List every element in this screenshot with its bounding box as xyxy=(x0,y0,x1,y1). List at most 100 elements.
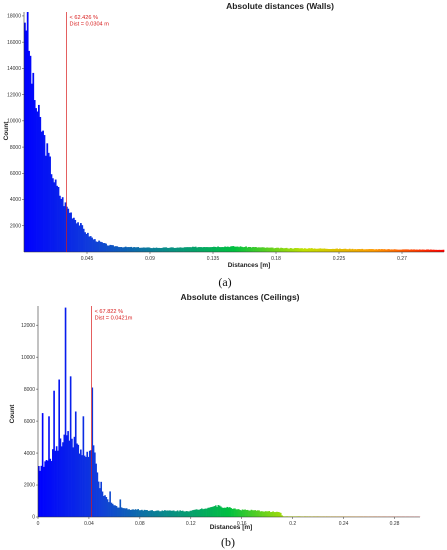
histogram-bar xyxy=(203,508,206,517)
histogram-bar xyxy=(101,491,104,517)
histogram-bar xyxy=(183,511,185,517)
histogram-bar xyxy=(281,515,283,517)
histogram-bar xyxy=(102,495,105,517)
histogram-bar xyxy=(208,247,211,252)
histogram-bar xyxy=(218,505,221,517)
histogram-bar xyxy=(417,249,420,252)
histogram-bar xyxy=(418,249,421,252)
histogram-bar xyxy=(119,247,121,252)
histogram-bar xyxy=(434,249,436,252)
histogram-bar xyxy=(226,506,229,517)
histogram-bar xyxy=(43,135,46,252)
histogram-bar xyxy=(221,507,223,517)
histogram-bar xyxy=(249,247,252,252)
histogram-bar xyxy=(155,247,158,252)
histogram-bar xyxy=(206,508,208,517)
histogram-bar xyxy=(178,247,180,252)
histogram-bar xyxy=(302,248,305,252)
histogram-bar xyxy=(262,511,264,517)
histogram-bar xyxy=(243,509,245,517)
y-tick-label: 12000 xyxy=(7,92,21,98)
histogram-bar xyxy=(248,510,250,517)
histogram-bar xyxy=(164,510,166,517)
histogram-bar xyxy=(36,111,39,252)
histogram-bar xyxy=(257,510,259,517)
histogram-bar xyxy=(63,206,65,252)
histogram-bar xyxy=(40,131,43,252)
histogram-bar xyxy=(375,249,378,252)
histogram-bar xyxy=(110,502,113,517)
histogram-bar xyxy=(231,508,234,517)
histogram-bar xyxy=(130,509,133,517)
histogram-bar xyxy=(295,248,298,252)
histogram-bar xyxy=(267,247,270,252)
y-tick-label: 0 xyxy=(32,515,35,521)
histogram-bar xyxy=(278,512,281,517)
histogram-bar xyxy=(215,247,218,252)
histogram-bar xyxy=(190,510,193,517)
histogram-bar xyxy=(43,466,45,517)
histogram-bar xyxy=(46,460,49,517)
y-tick-label: 8000 xyxy=(24,387,35,393)
y-tick-label: 4000 xyxy=(10,197,21,203)
histogram-bar xyxy=(319,248,322,252)
histogram-bar xyxy=(344,248,347,252)
histogram-bar xyxy=(316,248,319,252)
histogram-bar xyxy=(269,512,272,517)
x-tick-label: 0.16 xyxy=(237,521,247,527)
histogram-bar xyxy=(386,249,389,252)
histogram-bar xyxy=(376,249,379,252)
histogram-bar xyxy=(425,249,428,252)
histogram-bar xyxy=(400,249,403,252)
histogram-bar xyxy=(198,509,201,517)
x-tick-label: 0.08 xyxy=(135,521,145,527)
histogram-bar xyxy=(327,248,330,252)
histogram-bar xyxy=(240,510,243,517)
histogram-bar xyxy=(47,152,50,252)
histogram-bar xyxy=(222,247,225,252)
histogram-bar xyxy=(46,143,49,252)
histogram-bar xyxy=(432,249,435,252)
histogram-bar xyxy=(213,506,216,517)
histogram-bar xyxy=(144,510,147,517)
histogram-bar xyxy=(269,247,271,252)
histogram-bar xyxy=(368,249,371,252)
histogram-bar xyxy=(194,246,197,252)
histogram-bar xyxy=(264,511,267,517)
threshold-annotation: < 67.822 % xyxy=(95,309,123,315)
histogram-bar xyxy=(111,503,114,517)
histogram-bar xyxy=(360,249,362,252)
histogram-bar xyxy=(350,249,352,252)
caption-a: (a) xyxy=(218,275,231,289)
histogram-bar xyxy=(267,511,269,517)
histogram-bar xyxy=(190,247,193,252)
histogram-bar xyxy=(59,195,61,252)
histogram-bar xyxy=(224,246,226,252)
histogram-bar xyxy=(406,249,408,252)
histogram-bar xyxy=(126,247,128,252)
histogram-bar xyxy=(238,247,240,252)
histogram-bar xyxy=(81,455,83,517)
histogram-bar xyxy=(437,249,439,252)
histogram-bar xyxy=(229,507,231,517)
x-tick-label: 0.27 xyxy=(397,256,407,262)
histogram-bar xyxy=(176,247,179,252)
histogram-bar xyxy=(73,436,76,517)
histogram-bar xyxy=(427,249,429,252)
histogram-bar xyxy=(96,472,99,517)
histogram-bar xyxy=(141,509,143,517)
histogram-bar xyxy=(151,510,153,517)
histogram-bar xyxy=(185,511,188,517)
histogram-bar xyxy=(71,438,73,517)
histogram-bar xyxy=(117,247,120,252)
histogram-bar xyxy=(104,495,106,517)
histogram-bar xyxy=(249,510,251,517)
histogram-bar xyxy=(242,247,245,252)
histogram-bar xyxy=(200,247,203,252)
histogram-bar xyxy=(145,247,148,252)
histogram-bar xyxy=(38,466,40,517)
histogram-bar xyxy=(214,505,217,517)
histogram-bar xyxy=(62,442,64,517)
histogram-bar xyxy=(40,465,43,517)
histogram-bar xyxy=(259,511,262,517)
